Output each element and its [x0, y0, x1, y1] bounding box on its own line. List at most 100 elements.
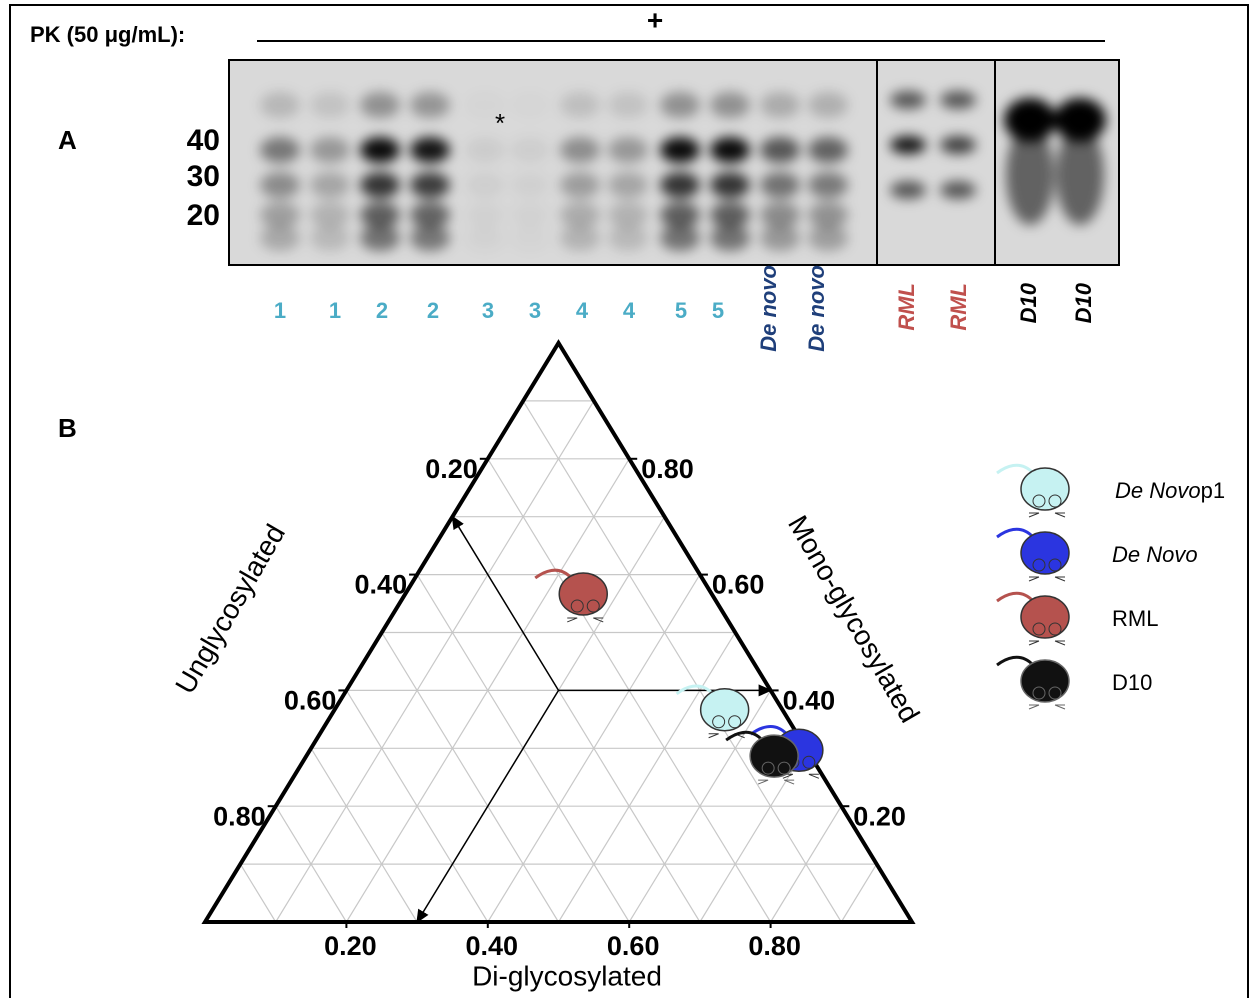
mouse-tail: [675, 684, 714, 695]
band: [560, 92, 600, 118]
tick-label: 0.60: [284, 686, 337, 716]
mouse-ear: [1048, 622, 1062, 636]
guide-arrow: [451, 515, 560, 691]
band: [465, 202, 505, 228]
marker-label: 30: [187, 160, 220, 193]
mouse-ear: [1048, 686, 1062, 700]
panel-label: B: [58, 413, 77, 443]
legend-name: RML: [1112, 606, 1158, 631]
grid-line: [275, 805, 347, 923]
bands: [260, 91, 1106, 251]
mouse-tail: [996, 591, 1035, 603]
band: [1056, 125, 1104, 225]
mouse: [534, 568, 608, 623]
tick-label: 0.40: [783, 686, 836, 716]
band: [760, 172, 800, 198]
grid-line: [770, 805, 842, 923]
mouse-whiskers: [1028, 576, 1066, 582]
mouse: [996, 463, 1070, 518]
guide-arrow: [416, 690, 560, 924]
mouse-whiskers: [567, 617, 604, 623]
lane-label: De novo: [756, 265, 781, 352]
grid-line: [699, 747, 807, 923]
panel-label: A: [58, 125, 77, 155]
blot: [228, 59, 1120, 266]
mouse-ear: [1032, 558, 1046, 572]
band: [510, 202, 550, 228]
grid-line: [275, 400, 595, 923]
band: [808, 137, 848, 163]
mouse-ear: [777, 761, 791, 775]
legend-name: De Novo: [1115, 478, 1201, 503]
band: [940, 181, 976, 199]
pk-sign: +: [647, 4, 663, 35]
mouse: [996, 655, 1070, 710]
pk-label: PK (50 μg/mL):: [30, 22, 185, 47]
band: [808, 202, 848, 228]
legend-label: D10: [1112, 670, 1152, 695]
band: [310, 172, 350, 198]
mouse-body: [1020, 531, 1070, 575]
tick-label: 0.80: [748, 931, 801, 961]
mouse-ear: [1032, 494, 1046, 508]
lane-label: 5: [675, 298, 687, 323]
grid-line: [522, 400, 842, 923]
tick-label: 0.60: [712, 570, 765, 600]
band: [560, 137, 600, 163]
lane-label: 4: [576, 298, 589, 323]
legend-label: De Novop1: [1115, 478, 1225, 503]
lane-label: 2: [376, 298, 388, 323]
tick-label: 0.40: [355, 570, 408, 600]
band: [1006, 125, 1054, 225]
mouse-body: [1020, 595, 1070, 639]
tick-label: 0.40: [466, 931, 519, 961]
mouse-tail: [749, 725, 788, 736]
tick-label: 0.60: [607, 931, 660, 961]
band: [608, 137, 648, 163]
band: [808, 92, 848, 118]
band: [710, 172, 750, 198]
mouse-tail: [996, 463, 1035, 475]
band: [465, 137, 505, 163]
mouse-whiskers: [708, 733, 745, 739]
grid-line: [557, 632, 736, 923]
mouse-ear: [586, 599, 600, 613]
band: [760, 137, 800, 163]
legend-name: D10: [1112, 670, 1152, 695]
legend-label: RML: [1112, 606, 1158, 631]
axis-title: Unglycosylated: [169, 519, 291, 699]
grid-line: [239, 863, 277, 923]
band: [510, 172, 550, 198]
band: [560, 202, 600, 228]
mouse-ear: [712, 715, 726, 729]
lane-label: 3: [529, 298, 541, 323]
tick-label: 0.80: [213, 801, 266, 831]
axis-title: Di-glycosylated: [472, 960, 662, 991]
asterisk: *: [495, 108, 505, 138]
band: [360, 225, 400, 251]
mouse-tail: [996, 655, 1035, 667]
band: [310, 202, 350, 228]
marker-label: 20: [187, 199, 220, 232]
band: [310, 92, 350, 118]
band: [260, 202, 300, 228]
band: [560, 225, 600, 251]
mouse-ear: [728, 715, 742, 729]
band: [660, 202, 700, 228]
lane-label: 1: [274, 298, 286, 323]
mouse-body: [749, 734, 799, 778]
lane-label: D10: [1071, 282, 1096, 323]
band: [310, 225, 350, 251]
mouse: [996, 527, 1070, 582]
band: [760, 225, 800, 251]
band: [510, 225, 550, 251]
mouse-tail: [534, 568, 573, 580]
band: [710, 225, 750, 251]
tick-label: 0.80: [641, 454, 694, 484]
mouse-whiskers: [782, 773, 820, 779]
band: [465, 172, 505, 198]
band: [760, 92, 800, 118]
mouse-ear: [570, 599, 584, 613]
band: [1054, 98, 1106, 142]
mouse: [725, 730, 799, 785]
